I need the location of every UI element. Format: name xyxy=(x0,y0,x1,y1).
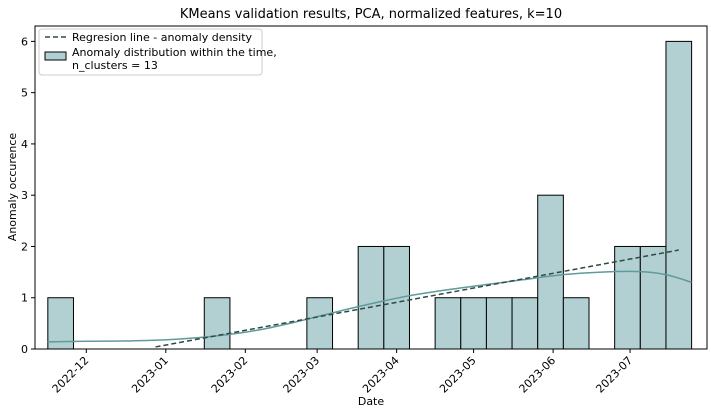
x-tick-label-0: 2022-12 xyxy=(50,354,92,396)
legend-box xyxy=(38,28,263,76)
y-tick-label-1: 1 xyxy=(21,292,28,305)
y-axis-label: Anomaly occurence xyxy=(6,133,19,242)
histogram-bar-10 xyxy=(562,297,590,350)
y-axis: 0 1 2 3 4 5 6 xyxy=(21,35,35,356)
histogram-bar-0 xyxy=(47,297,74,350)
y-tick-label-5: 5 xyxy=(21,87,28,100)
histogram-bar-1 xyxy=(203,297,231,350)
x-tick-label-2: 2023-02 xyxy=(209,354,251,396)
x-tick-label-3: 2023-03 xyxy=(281,354,323,396)
chart-lines xyxy=(47,249,692,348)
histogram-bar-3 xyxy=(357,245,385,350)
plot-area xyxy=(34,25,708,350)
histogram-bar-11 xyxy=(614,245,641,350)
x-tick-label-5: 2023-05 xyxy=(437,354,479,396)
histogram-bar-8 xyxy=(511,297,539,350)
x-tick-label-4: 2023-04 xyxy=(360,354,402,396)
x-tick-label-6: 2023-06 xyxy=(517,354,559,396)
x-axis-label: Date xyxy=(358,395,385,408)
y-tick-label-0: 0 xyxy=(21,343,28,356)
regression-line xyxy=(155,249,679,348)
legend-histogram-swatch xyxy=(44,51,67,61)
histogram-bar-2 xyxy=(306,297,334,350)
histogram-bar-13 xyxy=(665,40,693,350)
legend-histogram-label-line2: n_clusters = 13 xyxy=(72,59,158,72)
legend-histogram-label-line1: Anomaly distribution within the time, xyxy=(72,46,277,59)
kde-curve xyxy=(47,270,692,343)
x-tick-label-7: 2023-07 xyxy=(593,354,635,396)
x-axis: 2022-12 2023-01 2023-02 2023-03 2023-04 2023-… xyxy=(50,349,635,396)
histogram-bars xyxy=(47,40,693,350)
histogram-bar-12 xyxy=(639,245,667,350)
legend-regression-label: Regresion line - anomaly density xyxy=(72,31,253,44)
legend: Regresion line - anomaly density Anomaly… xyxy=(38,28,277,76)
y-tick-label-6: 6 xyxy=(21,35,28,48)
x-tick-label-1: 2023-01 xyxy=(129,354,171,396)
y-tick-label-2: 2 xyxy=(21,240,28,253)
y-tick-label-4: 4 xyxy=(21,138,28,151)
histogram-bar-5 xyxy=(434,297,462,350)
histogram-bar-7 xyxy=(485,297,513,350)
y-tick-label-3: 3 xyxy=(21,189,28,202)
histogram-bar-6 xyxy=(460,297,487,350)
chart-title: KMeans validation results, PCA, normaliz… xyxy=(180,7,562,22)
